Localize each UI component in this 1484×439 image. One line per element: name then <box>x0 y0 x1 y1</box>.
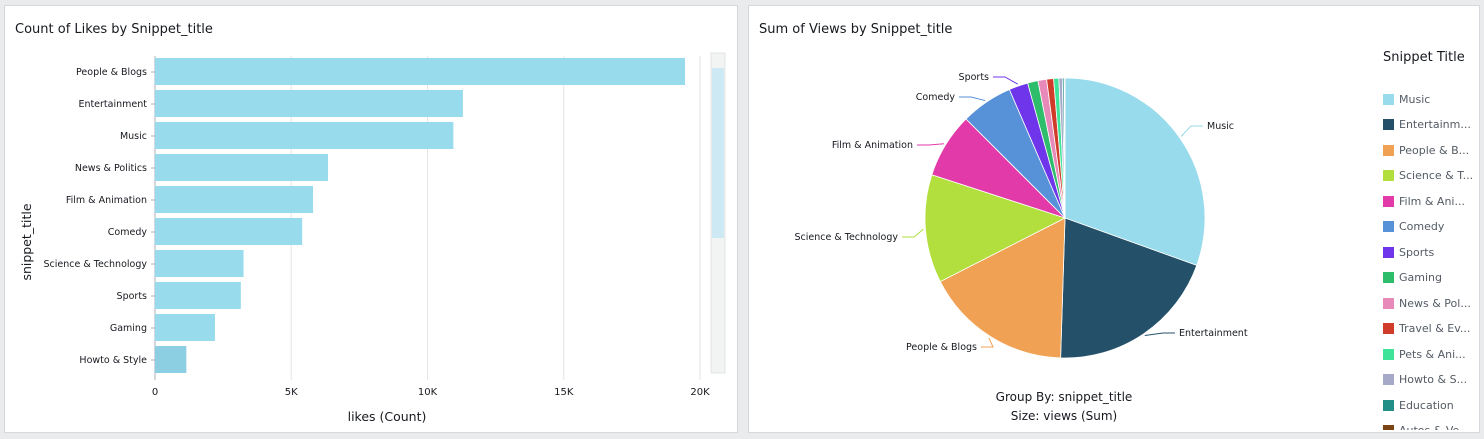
legend-label: Sports <box>1399 245 1435 259</box>
bar[interactable] <box>155 58 686 85</box>
category-label: Comedy <box>108 227 148 238</box>
slice-leader-line <box>917 143 944 146</box>
category-label: Howto & Style <box>79 355 147 366</box>
pie-slice[interactable] <box>939 217 1066 359</box>
slice-label: Comedy <box>916 92 956 103</box>
legend-swatch <box>1383 374 1394 385</box>
legend-label: Travel & Ev... <box>1399 322 1471 335</box>
pie-chart-title: Sum of Views by Snippet_title <box>759 22 953 37</box>
legend-item[interactable]: Music <box>1383 89 1479 109</box>
legend-label: Howto & S... <box>1399 373 1468 386</box>
legend-item[interactable]: Howto & S... <box>1383 370 1479 390</box>
category-label: Music <box>120 131 147 142</box>
legend-swatch <box>1383 323 1394 334</box>
slice-label: Science & Technology <box>795 232 899 243</box>
x-tick-label: 15K <box>554 387 574 398</box>
size-by-caption: Size: views (Sum) <box>1010 409 1118 423</box>
pie-slice[interactable] <box>1060 217 1198 359</box>
legend-label: News & Pol... <box>1399 296 1471 310</box>
category-label: Film & Animation <box>66 195 147 206</box>
bar[interactable] <box>155 186 314 213</box>
legend-swatch <box>1383 246 1394 258</box>
legend-swatch <box>1383 348 1394 360</box>
legend-swatch <box>1383 119 1394 130</box>
legend-label: Education <box>1399 398 1454 412</box>
legend-swatch <box>1383 425 1394 430</box>
bar[interactable] <box>155 282 241 309</box>
group-by-caption: Group By: snippet_title <box>995 390 1133 404</box>
x-tick-label: 20K <box>690 387 710 398</box>
legend-swatch <box>1383 93 1394 105</box>
category-label: Entertainment <box>78 99 147 110</box>
views-pie-chart: Music Entertainment People & Blogs Science … <box>795 72 1248 359</box>
legend-label: Entertainm... <box>1399 118 1471 131</box>
slice-leader-line <box>981 337 994 348</box>
legend-label: Comedy <box>1399 220 1445 233</box>
bar[interactable] <box>155 250 244 277</box>
legend-item[interactable]: Comedy <box>1383 217 1479 237</box>
legend-item[interactable]: News & Pol... <box>1383 293 1479 313</box>
slice-leader-line <box>959 96 986 102</box>
likes-bar-panel: Count of Likes by Snippet_title 0 5K 10K 15… <box>4 5 738 433</box>
slice-leader-line <box>902 228 924 238</box>
slice-leader-line <box>993 76 1018 85</box>
legend-title: Snippet Title <box>1383 50 1465 65</box>
views-pie-panel: Sum of Views by Snippet_title Music Enter… <box>748 5 1480 433</box>
slice-leader-line <box>1144 332 1175 336</box>
category-label: People & Blogs <box>76 67 147 78</box>
slice-label: Sports <box>959 72 990 83</box>
legend-label: Gaming <box>1399 271 1442 284</box>
legend-item[interactable]: People & B... <box>1383 140 1479 160</box>
category-label: Gaming <box>110 323 147 334</box>
slice-label: Film & Animation <box>832 140 913 151</box>
legend-swatch <box>1383 170 1394 181</box>
bar-chart-title: Count of Likes by Snippet_title <box>15 22 213 37</box>
legend-label: Film & Ani... <box>1399 194 1465 208</box>
pie-slice[interactable] <box>1063 77 1066 219</box>
slice-leader-line <box>1180 125 1203 137</box>
y-axis-title: snippet_title <box>19 203 34 280</box>
legend-swatch <box>1383 221 1394 232</box>
legend-item[interactable]: Entertainm... <box>1383 115 1479 135</box>
legend-item[interactable]: Travel & Ev... <box>1383 319 1479 339</box>
bar[interactable] <box>155 122 454 149</box>
legend-label: Science & T... <box>1399 169 1474 182</box>
legend-swatch <box>1383 272 1394 283</box>
category-label: Sports <box>117 291 148 302</box>
category-label: News & Politics <box>75 163 147 174</box>
legend-label: Music <box>1399 92 1431 106</box>
bar[interactable] <box>155 90 463 117</box>
legend-item[interactable]: Pets & Ani... <box>1383 344 1479 364</box>
legend-label: Autos & Ve... <box>1399 424 1470 430</box>
bar[interactable] <box>155 154 329 181</box>
pie-legend[interactable]: Music Entertainm... People & B... Science &… <box>1379 78 1479 430</box>
legend-label: People & B... <box>1399 143 1470 157</box>
legend-swatch <box>1383 144 1394 156</box>
slice-label: Music <box>1207 121 1234 132</box>
legend-item[interactable]: Education <box>1383 395 1479 415</box>
scrollbar-thumb[interactable] <box>712 68 724 238</box>
legend-swatch <box>1383 297 1394 309</box>
category-label: Science & Technology <box>44 259 148 270</box>
likes-bar-chart: 0 5K 10K 15K 20K People & Blogs Entertainment M… <box>19 52 726 424</box>
legend-swatch <box>1383 399 1394 411</box>
bar[interactable] <box>155 314 215 341</box>
legend-item[interactable]: Sports <box>1383 242 1479 262</box>
legend-swatch <box>1383 195 1394 207</box>
legend-item[interactable]: Autos & Ve... <box>1383 421 1479 430</box>
x-tick-label: 5K <box>285 387 298 398</box>
bar[interactable] <box>155 218 303 245</box>
legend-item[interactable]: Film & Ani... <box>1383 191 1479 211</box>
slice-label: People & Blogs <box>906 342 977 353</box>
bar[interactable] <box>155 346 187 373</box>
slice-label: Entertainment <box>1179 328 1248 339</box>
x-tick-label: 0 <box>152 387 158 398</box>
x-tick-label: 10K <box>418 387 438 398</box>
pie-slice[interactable] <box>1064 77 1206 266</box>
legend-label: Pets & Ani... <box>1399 347 1466 361</box>
legend-item[interactable]: Gaming <box>1383 268 1479 288</box>
pie-slice[interactable] <box>924 174 1067 283</box>
x-axis-title: likes (Count) <box>348 409 427 424</box>
legend-item[interactable]: Science & T... <box>1383 166 1479 186</box>
